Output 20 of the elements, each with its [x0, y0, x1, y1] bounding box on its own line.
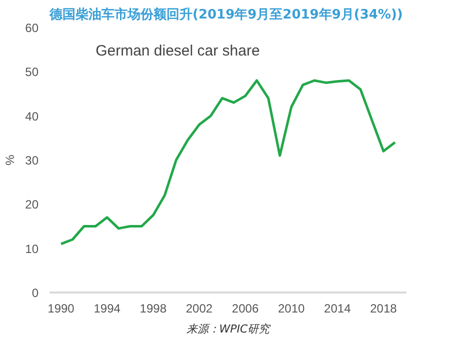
source-note: 来源：WPIC研究: [186, 322, 272, 336]
x-tick-label: 1990: [48, 302, 75, 316]
x-tick-label: 1994: [94, 302, 121, 316]
y-axis-title: %: [3, 154, 18, 166]
y-tick-label: 40: [25, 109, 39, 124]
x-tick-label: 2018: [370, 302, 398, 316]
y-tick-label: 10: [25, 242, 39, 256]
chart-title: 德国柴油车市场份额回升(2019年9月至2019年9月(34%)): [48, 6, 403, 22]
y-tick-label: 60: [25, 21, 39, 35]
y-tick-label: 50: [25, 65, 39, 80]
y-tick-label: 0: [32, 286, 39, 300]
y-tick-label: 30: [25, 154, 39, 168]
x-tick-label: 2002: [186, 302, 213, 316]
x-tick-label: 2010: [278, 302, 306, 316]
text: German diesel car share: [96, 42, 260, 60]
x-tick-label: 1998: [140, 302, 167, 316]
x-tick-label: 2014: [324, 302, 352, 316]
line-series: [60, 79, 396, 246]
x-tick-label: 2006: [232, 302, 259, 316]
y-tick-label: 20: [25, 198, 39, 212]
